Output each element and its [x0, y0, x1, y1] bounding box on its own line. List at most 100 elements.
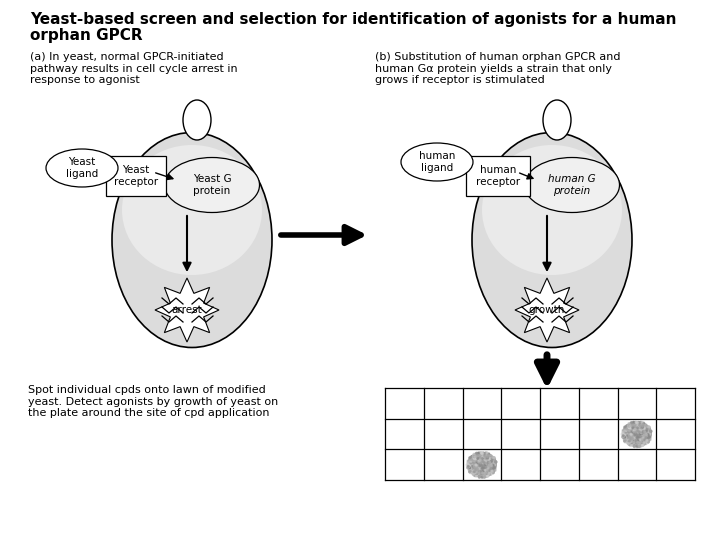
Point	[631, 437, 643, 446]
Point	[645, 427, 657, 436]
Point	[636, 430, 647, 438]
Point	[637, 441, 649, 449]
Point	[638, 419, 649, 428]
Point	[474, 458, 485, 467]
Point	[643, 434, 654, 442]
Point	[624, 431, 636, 440]
Point	[634, 437, 646, 445]
Point	[618, 428, 630, 437]
Ellipse shape	[467, 452, 496, 477]
Point	[479, 453, 490, 462]
Point	[468, 465, 480, 474]
Point	[634, 435, 646, 444]
Point	[624, 422, 635, 430]
Point	[475, 460, 487, 469]
Point	[644, 435, 656, 444]
Point	[472, 469, 484, 477]
Point	[626, 441, 637, 450]
Point	[474, 458, 486, 467]
Point	[469, 468, 480, 476]
Point	[482, 453, 493, 461]
Point	[475, 461, 487, 470]
Point	[479, 468, 490, 476]
Point	[482, 466, 494, 475]
Point	[636, 418, 648, 427]
Point	[482, 451, 494, 460]
Point	[622, 428, 634, 437]
Point	[488, 458, 500, 467]
Point	[469, 467, 481, 476]
Point	[470, 458, 482, 467]
Point	[465, 461, 477, 469]
Point	[480, 468, 491, 476]
Text: Yeast
ligand: Yeast ligand	[66, 157, 98, 179]
Point	[472, 459, 483, 468]
Point	[480, 471, 492, 480]
Point	[472, 466, 484, 475]
Point	[634, 437, 646, 445]
Point	[485, 470, 497, 478]
Point	[480, 469, 491, 478]
Point	[484, 454, 495, 463]
Point	[637, 431, 649, 440]
Point	[488, 454, 500, 462]
Point	[636, 423, 648, 431]
Point	[469, 454, 481, 462]
Point	[485, 457, 496, 466]
Point	[466, 455, 477, 464]
Point	[479, 472, 490, 481]
Point	[476, 464, 487, 472]
Ellipse shape	[401, 143, 473, 181]
Point	[467, 458, 478, 467]
Point	[639, 423, 650, 432]
Point	[481, 463, 492, 472]
Point	[483, 469, 495, 478]
Point	[483, 452, 495, 461]
Point	[464, 463, 475, 472]
Point	[627, 420, 639, 429]
Point	[620, 426, 631, 435]
Point	[641, 435, 652, 444]
Point	[482, 463, 493, 472]
Point	[617, 428, 629, 436]
Polygon shape	[155, 278, 219, 342]
Point	[470, 453, 482, 462]
Text: human
receptor: human receptor	[476, 165, 520, 187]
Point	[481, 463, 492, 471]
Point	[475, 460, 487, 469]
Point	[481, 467, 492, 475]
Point	[640, 433, 652, 442]
Point	[639, 440, 650, 448]
Point	[478, 463, 490, 472]
Point	[640, 437, 652, 446]
Point	[482, 471, 494, 480]
Point	[624, 426, 635, 435]
Point	[636, 441, 648, 450]
Point	[635, 436, 647, 444]
Point	[462, 463, 474, 472]
Point	[469, 457, 480, 465]
Point	[628, 418, 639, 427]
Point	[473, 455, 485, 464]
Point	[476, 466, 487, 475]
Polygon shape	[515, 278, 579, 342]
Ellipse shape	[622, 421, 652, 447]
Point	[470, 464, 482, 472]
Point	[469, 469, 481, 478]
Point	[626, 437, 637, 446]
Point	[642, 423, 654, 432]
Point	[629, 429, 640, 437]
Point	[631, 420, 643, 429]
Point	[624, 423, 635, 432]
Point	[635, 442, 647, 450]
Point	[643, 428, 654, 436]
Point	[638, 431, 649, 440]
Point	[644, 433, 655, 441]
Point	[490, 457, 501, 466]
Point	[489, 456, 500, 464]
Point	[473, 450, 485, 458]
Ellipse shape	[543, 100, 571, 140]
Point	[463, 462, 474, 471]
Point	[629, 420, 641, 428]
Point	[464, 460, 476, 469]
